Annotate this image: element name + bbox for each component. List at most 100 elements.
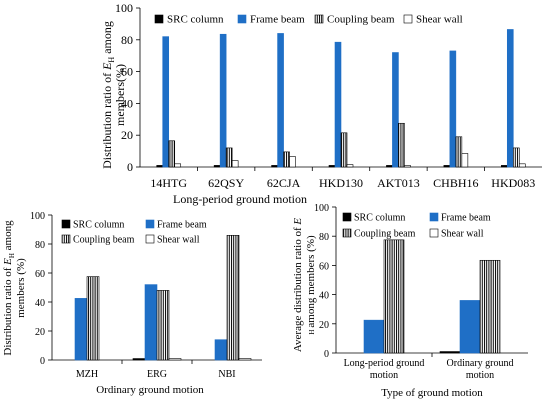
chart1-y-tick-label: 60 — [121, 65, 133, 79]
chart1-x-tick-label: AKT013 — [377, 176, 420, 190]
chart3-y-axis-title-line2: Hamong members (%) — [305, 235, 317, 335]
chart-average: SRC column Frame beam Coupling beam Shea… — [292, 213, 491, 400]
chart1-bar-hkd083-shear-wall — [518, 163, 526, 168]
chart2-bar-nbi-shear-wall — [238, 358, 252, 361]
chart2-x-tick-label: NBI — [218, 369, 235, 380]
chart1-bar-62qsy-shear-wall — [231, 160, 239, 168]
chart2-legend-src-column: SRC column — [61, 219, 124, 231]
chart1-y-axis-title-line2: members(%) — [113, 64, 127, 126]
chart3-y-tick-label: 100 — [314, 203, 329, 214]
chart3-x-axis-title: Type of ground motion — [381, 387, 483, 399]
chart1-legend-shear-wall-label: Shear wall — [416, 14, 463, 26]
chart3-x-tick-label: motion — [466, 370, 494, 381]
chart1-bar-hkd130-src-column — [328, 165, 336, 168]
chart1-bar-62cja-src-column — [271, 165, 278, 168]
chart3-bar-long-period-ground-motion-frame-beam — [363, 319, 385, 354]
chart2-legend-frame-beam: Frame beam — [145, 219, 207, 231]
chart2-bar-erg-src-column — [132, 358, 146, 361]
chart3-legend-shear-wall-swatch — [429, 228, 439, 238]
chart3-y-tick-label: 80 — [319, 232, 329, 243]
chart1-bar-akt013-coupling-beam — [398, 122, 405, 168]
chart3-legend: SRC column Frame beam Coupling beam Shea… — [342, 212, 491, 240]
chart3-legend-src-column-label: SRC column — [354, 213, 405, 224]
chart1-legend: SRC column Frame beam Coupling beam Shea… — [154, 14, 463, 26]
chart2-legend-coupling-beam-swatch — [61, 234, 71, 244]
chart2-y-axis-title-line2: members (%) — [15, 258, 27, 318]
chart1-bar-62cja-shear-wall — [289, 156, 296, 168]
chart1-y-tick-label: 0 — [127, 160, 133, 174]
chart1-legend-frame-beam: Frame beam — [237, 14, 305, 26]
chart1-plot: 0 20 40 60 80 100 14HTG 62QSY 62CJA HKD130 AKT013 C… — [115, 1, 542, 190]
chart1-bar-hkd130-coupling-beam — [340, 132, 348, 168]
chart1-bar-chbh16-coupling-beam — [455, 136, 463, 168]
chart1-y-tick-label: 100 — [115, 1, 133, 15]
chart3-bar-ordinary-ground-motion-src-column — [439, 351, 461, 354]
chart1-bar-62cja-coupling-beam — [283, 151, 290, 168]
chart1-bar-hkd083-frame-beam — [506, 29, 514, 168]
chart2-legend-frame-beam-swatch — [145, 219, 155, 229]
chart1-bar-akt013-frame-beam — [392, 52, 399, 168]
chart3-legend-src-column-swatch — [342, 212, 352, 222]
chart1-bar-chbh16-src-column — [443, 165, 451, 168]
chart1-legend-shear-wall-swatch — [403, 14, 413, 24]
chart1-x-axis-title: Long-period ground motion — [173, 192, 307, 206]
chart1-x-tick-label: 14HTG — [150, 176, 187, 190]
chart3-bar-long-period-ground-motion-coupling-beam — [383, 239, 405, 354]
chart2-legend-shear-wall: Shear wall — [145, 234, 200, 246]
chart2-y-tick-label: 20 — [35, 327, 45, 338]
chart1-legend-shear-wall: Shear wall — [403, 14, 463, 26]
chart3-legend-frame-beam-swatch — [429, 212, 439, 222]
chart1-x-tick-label: HKD130 — [319, 176, 363, 190]
chart1-y-tick-label: 40 — [121, 96, 133, 110]
chart1-bar-hkd130-frame-beam — [334, 41, 342, 168]
chart2-bar-nbi-coupling-beam — [226, 235, 240, 361]
chart2-bar-mzh-frame-beam — [74, 298, 88, 361]
chart1-bar-14htg-src-column — [156, 165, 164, 168]
chart3-legend-frame-beam-label: Frame beam — [441, 213, 491, 224]
chart2-legend: SRC column Frame beam Coupling beam Shea… — [61, 219, 207, 246]
chart1-bar-hkd083-coupling-beam — [512, 147, 520, 168]
chart3-legend-coupling-beam-swatch — [342, 228, 352, 238]
chart2-legend-shear-wall-swatch — [145, 234, 155, 244]
chart3-legend-coupling-beam: Coupling beam — [342, 228, 416, 240]
chart3-legend-shear-wall-label: Shear wall — [441, 229, 484, 240]
chart1-bar-hkd130-shear-wall — [346, 164, 354, 168]
chart1-bar-62cja-frame-beam — [277, 33, 284, 168]
chart1-x-tick-label: 62QSY — [208, 176, 244, 190]
chart2-x-axis-title: Ordinary ground motion — [96, 384, 204, 396]
chart2-y-tick-label: 80 — [35, 240, 45, 251]
chart2-legend-frame-beam-label: Frame beam — [157, 220, 207, 231]
chart1-bar-62qsy-frame-beam — [219, 33, 227, 168]
chart2-y-tick-label: 40 — [35, 298, 45, 309]
chart3-bar-ordinary-ground-motion-frame-beam — [459, 300, 481, 354]
chart2-y-axis-title-line1: Distribution ratio of EH among — [2, 220, 16, 356]
chart1-legend-src-column: SRC column — [154, 14, 224, 26]
chart2-legend-coupling-beam: Coupling beam — [61, 234, 135, 246]
chart3-y-axis-title-line1: Average distribution ratio of E — [292, 218, 304, 352]
chart1-bar-62qsy-src-column — [213, 165, 221, 168]
chart2-bar-erg-frame-beam — [144, 284, 158, 361]
chart1-bar-chbh16-shear-wall — [461, 153, 469, 168]
chart3-y-tick-label: 40 — [319, 291, 329, 302]
chart1-bar-akt013-shear-wall — [404, 165, 411, 168]
chart2-legend-src-column-swatch — [61, 219, 71, 229]
chart1-legend-coupling-beam: Coupling beam — [314, 14, 395, 26]
chart1-legend-coupling-beam-label: Coupling beam — [327, 14, 395, 26]
chart1-bar-14htg-coupling-beam — [168, 140, 176, 168]
chart-ordinary: SRC column Frame beam Coupling beam Shea… — [2, 220, 207, 397]
chart2-x-tick-label: MZH — [76, 369, 98, 380]
chart2-bar-erg-coupling-beam — [156, 290, 170, 361]
chart3-legend-coupling-beam-label: Coupling beam — [354, 229, 416, 240]
chart1-y-axis-title-line1: Distribution ratio of EH among — [100, 21, 116, 169]
chart3-y-tick-label: 0 — [324, 349, 329, 360]
chart3-bar-ordinary-ground-motion-coupling-beam — [479, 259, 501, 354]
chart3-x-tick-label: Long-period ground — [344, 358, 425, 369]
chart3-y-tick-label: 60 — [319, 261, 329, 272]
chart2-legend-coupling-beam-label: Coupling beam — [73, 235, 135, 246]
chart-long-period: SRC column Frame beam Coupling beam Shea… — [100, 14, 463, 207]
chart1-legend-src-column-label: SRC column — [167, 14, 224, 26]
chart1-bar-akt013-src-column — [386, 165, 393, 168]
chart1-x-tick-label: CHBH16 — [433, 176, 478, 190]
chart1-bar-hkd083-src-column — [500, 165, 508, 168]
